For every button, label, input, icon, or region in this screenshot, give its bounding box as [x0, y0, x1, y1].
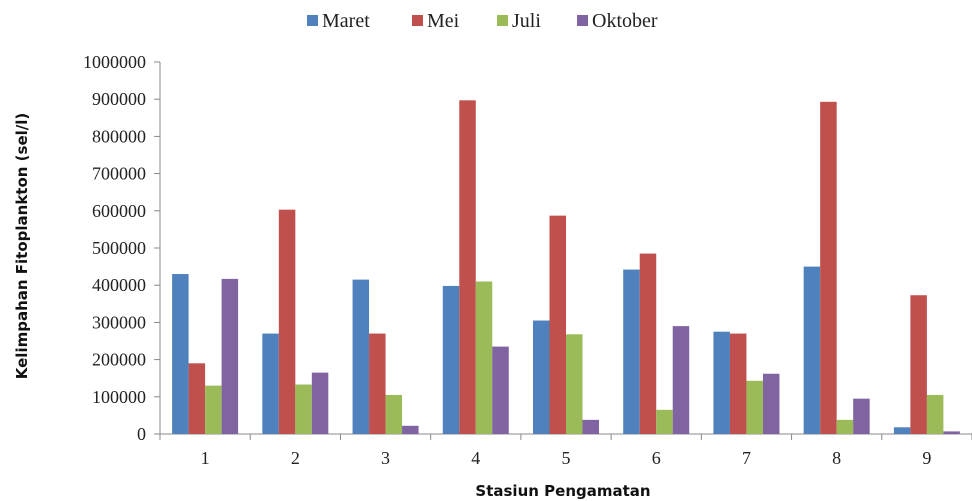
bar-maret-5	[533, 320, 550, 434]
y-tick-label: 600000	[92, 201, 146, 221]
bar-juli-5	[566, 334, 583, 434]
bar-mei-6	[639, 253, 657, 434]
bar-juli-9	[926, 394, 944, 434]
bar-oktober-3	[402, 425, 419, 434]
x-axis: 1 2 3 4 5 6 7 8 9	[159, 433, 972, 468]
legend-label-mei: Mei	[427, 10, 460, 32]
bar-maret-8	[803, 266, 821, 434]
legend-swatch-mei	[412, 15, 423, 26]
bar-mei-7	[729, 333, 747, 434]
legend-swatch-juli	[497, 15, 508, 26]
x-tick-label: 6	[652, 448, 661, 468]
bar-oktober-7	[762, 373, 780, 434]
x-axis-title: Stasiun Pengamatan	[475, 482, 650, 500]
bar-oktober-2	[311, 372, 329, 434]
bar-mei-3	[369, 333, 386, 434]
x-tick-label: 5	[562, 448, 571, 468]
bar-mei-2	[278, 209, 296, 434]
legend-swatch-maret	[307, 15, 318, 26]
x-tick-label: 1	[201, 448, 210, 468]
y-tick-label: 100000	[92, 387, 146, 407]
x-tick-label: 2	[291, 448, 300, 468]
bar-maret-4	[442, 285, 460, 434]
bar-juli-3	[385, 394, 403, 434]
bar-maret-1	[172, 274, 189, 434]
bar-oktober-4	[492, 346, 509, 434]
y-tick-label: 300000	[92, 312, 146, 332]
y-tick-label: 800000	[92, 126, 146, 146]
bar-maret-9	[893, 427, 911, 434]
x-tick-label: 9	[922, 448, 931, 468]
y-axis-title: Kelimpahan Fitoplankton (sel/l)	[13, 113, 31, 379]
y-tick-label: 0	[137, 424, 146, 444]
bar-juli-7	[746, 380, 763, 434]
bar-maret-7	[713, 331, 730, 434]
legend-label-juli: Juli	[512, 10, 541, 32]
bar-oktober-6	[672, 326, 690, 434]
bar-juli-6	[656, 409, 673, 434]
y-tick-label: 700000	[92, 164, 146, 184]
x-tick-label: 7	[742, 448, 751, 468]
bar-oktober-8	[853, 398, 870, 434]
bar-maret-6	[623, 269, 640, 434]
x-tick-label: 3	[381, 448, 390, 468]
bar-maret-3	[352, 279, 370, 434]
legend-label-oktober: Oktober	[592, 10, 658, 32]
bar-mei-4	[459, 100, 476, 434]
bar-mei-9	[910, 295, 927, 434]
legend: Maret Mei Juli Oktober	[307, 10, 658, 32]
bar-juli-2	[295, 384, 312, 434]
bar-maret-2	[262, 333, 279, 434]
bar-juli-1	[205, 385, 222, 434]
y-tick-label: 200000	[92, 350, 146, 370]
y-tick-label: 500000	[92, 238, 146, 258]
x-tick-label: 8	[832, 448, 841, 468]
y-tick-label: 400000	[92, 275, 146, 295]
y-tick-label: 1000000	[83, 52, 146, 72]
bar-juli-8	[836, 419, 854, 434]
bars	[172, 100, 960, 435]
legend-label-maret: Maret	[322, 10, 370, 32]
y-axis: 0 100000 200000 300000 400000 500000 600000 700…	[83, 52, 161, 444]
bar-mei-8	[820, 101, 837, 435]
legend-swatch-oktober	[577, 15, 588, 26]
bar-mei-1	[188, 363, 206, 434]
bar-oktober-5	[582, 419, 599, 434]
bar-oktober-9	[943, 431, 960, 434]
bar-juli-4	[475, 281, 493, 434]
bar-oktober-1	[221, 278, 239, 434]
x-tick-label: 4	[471, 448, 480, 468]
bar-mei-5	[549, 215, 566, 434]
y-tick-label: 900000	[92, 89, 146, 109]
